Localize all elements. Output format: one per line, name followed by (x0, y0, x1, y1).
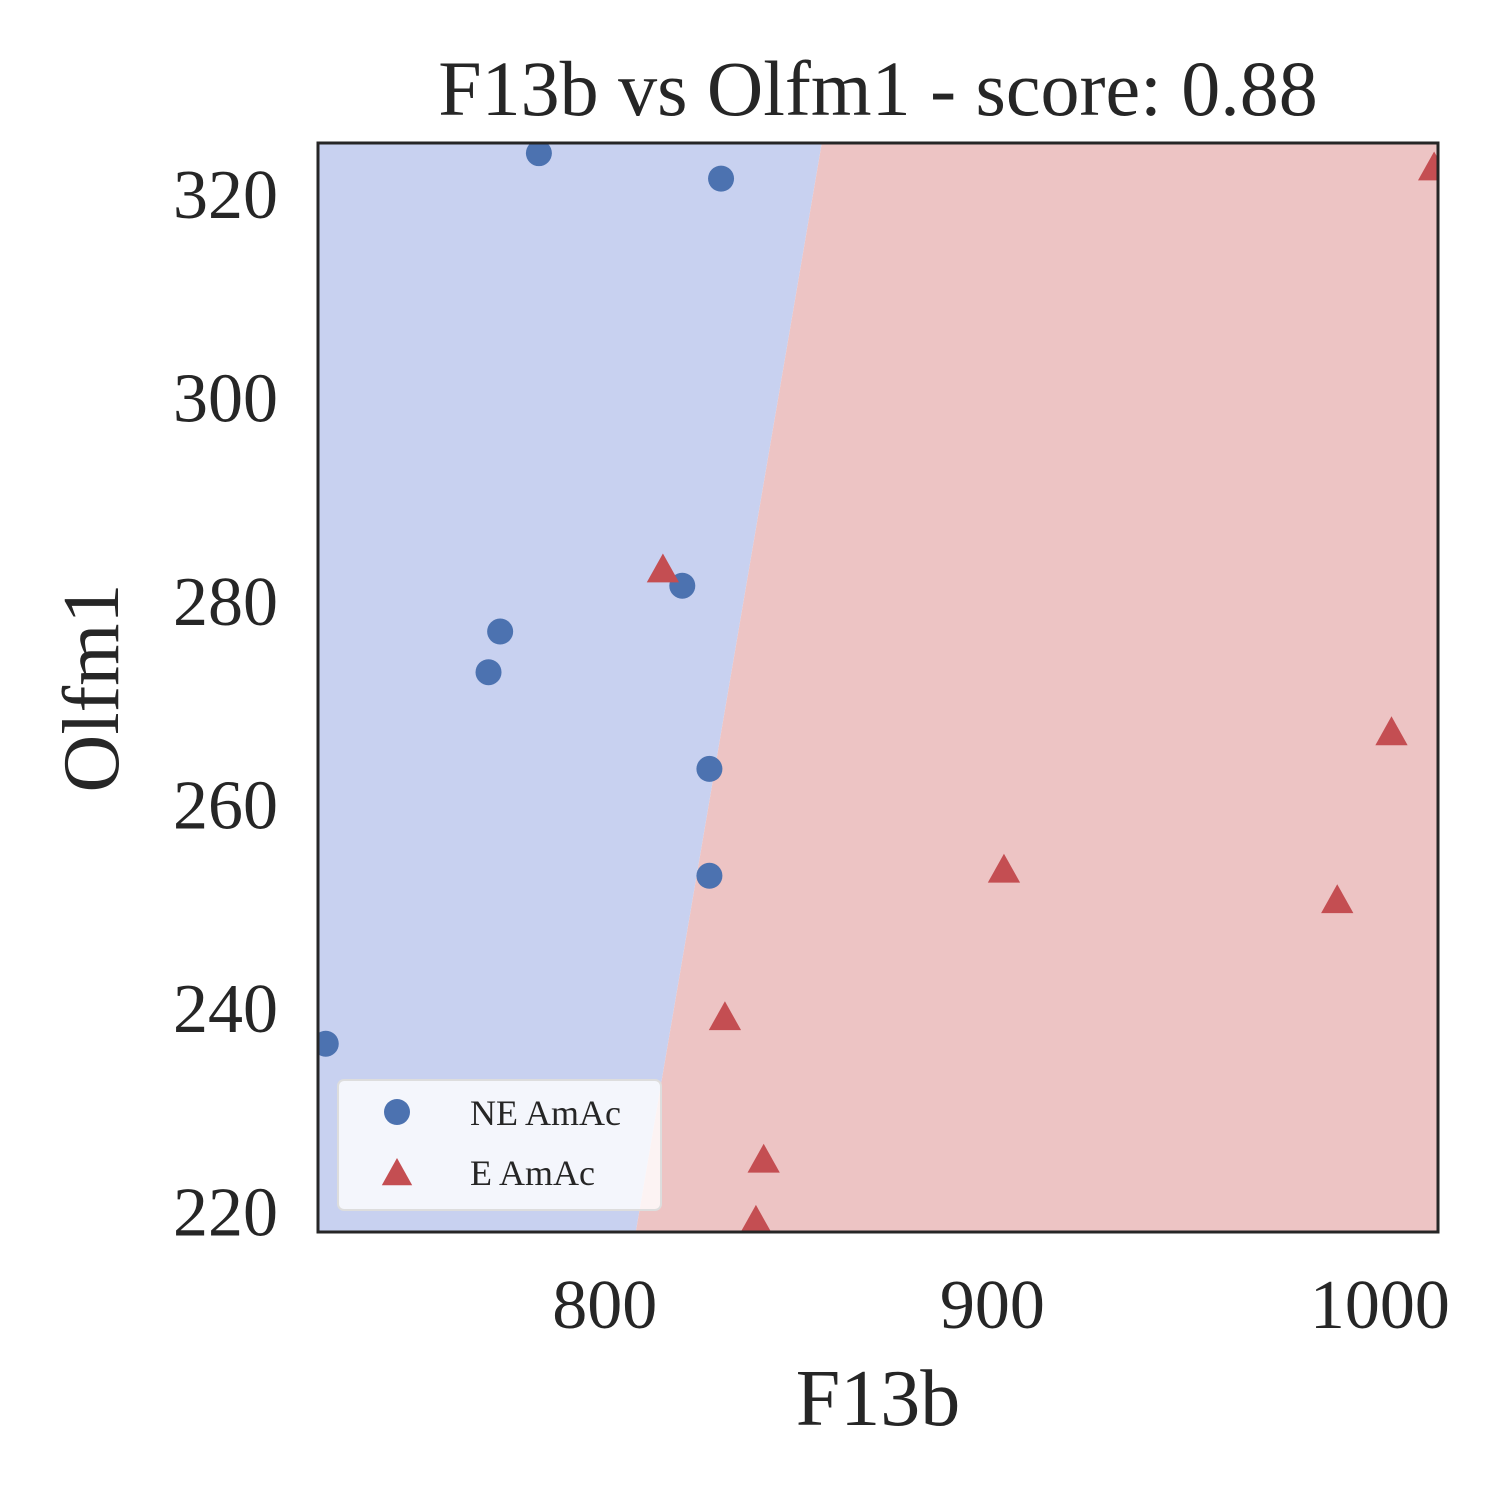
point-ne-amac (318, 1030, 339, 1057)
plot-frame (316, 141, 1440, 1234)
legend-box (337, 1079, 662, 1211)
y-axis-label: Olfm1 (48, 584, 136, 793)
point-ne-amac (696, 862, 723, 889)
y-tick-label: 320 (173, 157, 278, 234)
y-tick-label: 300 (173, 360, 278, 437)
point-e-amac (987, 853, 1021, 883)
point-e-amac (1417, 151, 1438, 181)
y-tick-label: 260 (173, 768, 278, 845)
point-e-amac (1321, 884, 1354, 914)
point-ne-amac (696, 755, 723, 782)
region-ne-amac (318, 143, 822, 1232)
plot-area (318, 143, 1438, 1232)
point-e-amac (740, 1204, 772, 1232)
x-tick-label: 800 (552, 1267, 657, 1344)
x-axis-label: F13b (796, 1355, 961, 1443)
point-ne-amac (487, 618, 514, 645)
point-e-amac (708, 1001, 742, 1031)
legend-circle-icon (384, 1099, 410, 1125)
region-e-amac (635, 143, 1438, 1232)
x-tick-label: 900 (940, 1267, 1045, 1344)
y-tick-label: 220 (173, 1175, 278, 1252)
x-axis-ticks: 800 900 1000 (552, 1267, 1450, 1344)
legend-triangle-icon (381, 1158, 413, 1186)
point-ne-amac (525, 143, 552, 167)
legend: NE AmAc E AmAc (337, 1079, 662, 1211)
chart-title: F13b vs Olfm1 - score: 0.88 (438, 45, 1318, 132)
legend-label-ne-amac: NE AmAc (470, 1093, 621, 1133)
y-axis-ticks: 220 240 260 280 300 320 (173, 157, 278, 1252)
y-tick-label: 240 (173, 971, 278, 1048)
point-e-amac (646, 553, 680, 583)
point-e-amac (747, 1143, 780, 1173)
data-points (318, 143, 1438, 1232)
point-ne-amac (708, 165, 735, 192)
x-tick-label: 1000 (1310, 1267, 1450, 1344)
point-ne-amac (475, 659, 502, 686)
point-e-amac (1375, 716, 1408, 746)
legend-label-e-amac: E AmAc (470, 1153, 595, 1193)
y-tick-label: 280 (173, 564, 278, 641)
